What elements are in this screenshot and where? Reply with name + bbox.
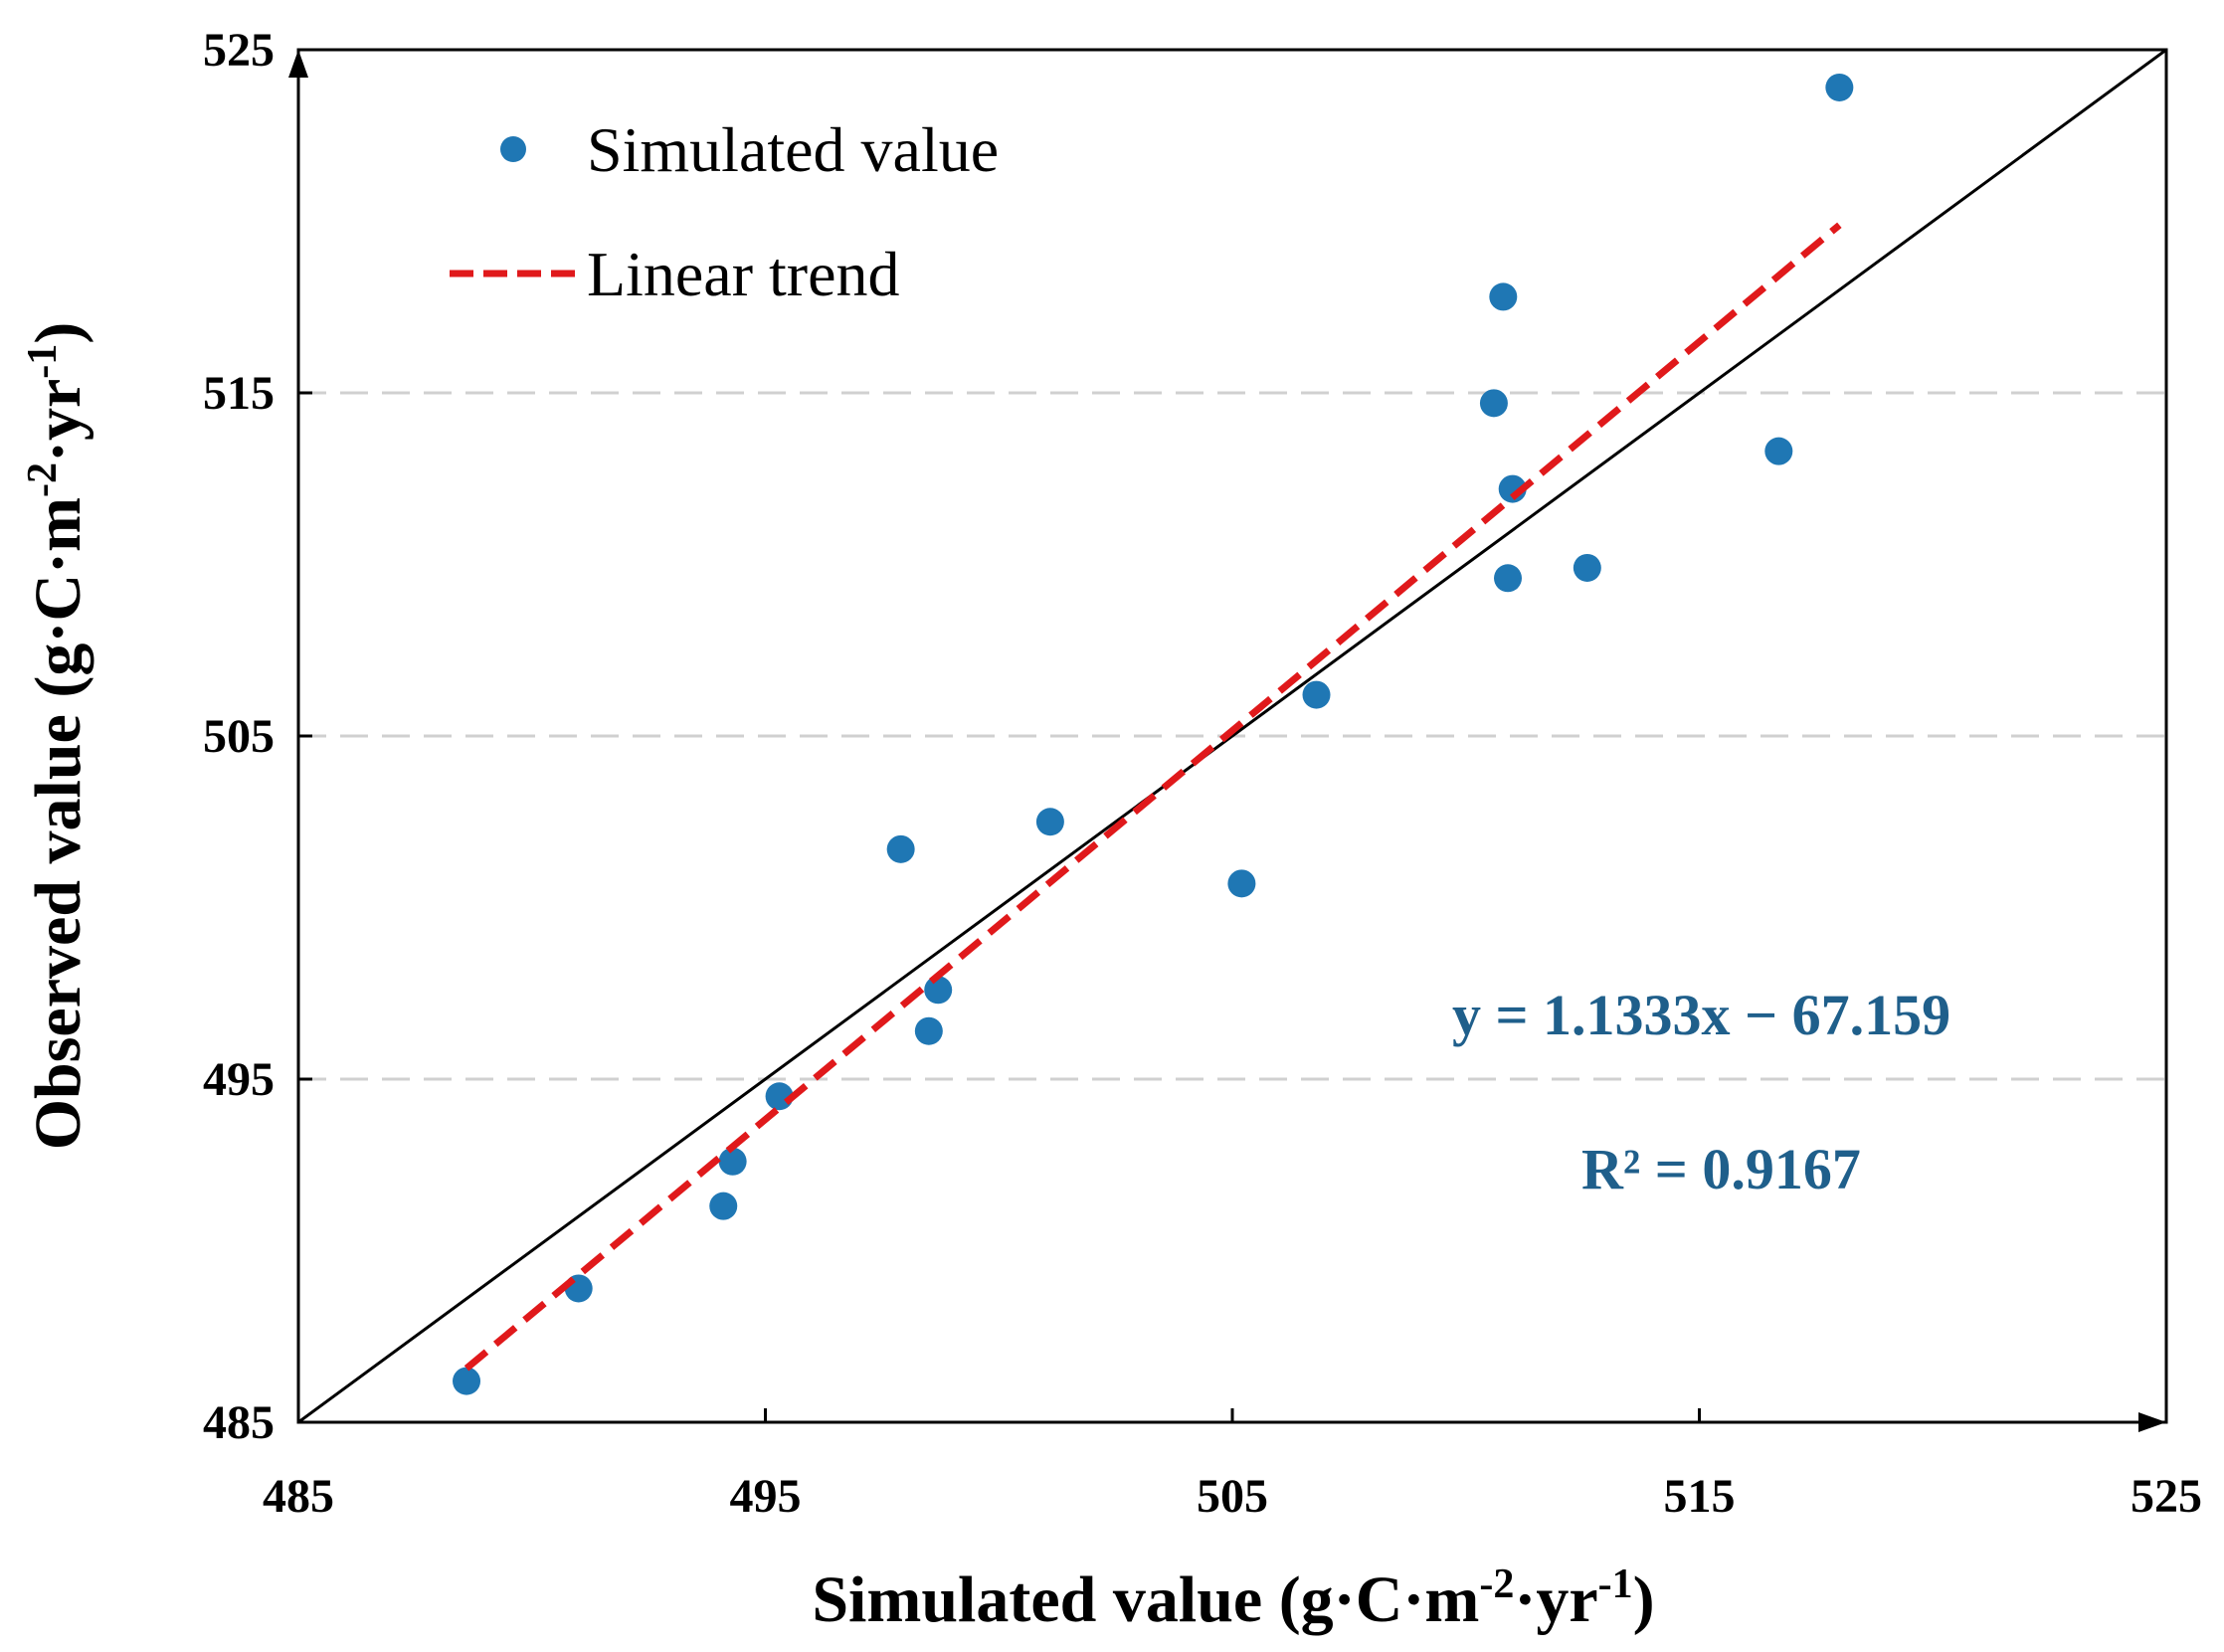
x-tick-label-495: 495 (730, 1470, 802, 1523)
data-point-15 (1573, 553, 1601, 582)
x-tick-label-525: 525 (2131, 1470, 2202, 1523)
tick-labels: 485 495 505 515 525 485 495 505 515 525 (203, 24, 2202, 1523)
legend: Simulated value Linear trend (450, 114, 999, 309)
y-tick-label-525: 525 (203, 24, 275, 77)
data-point-11 (1479, 389, 1508, 418)
data-point-12 (1489, 282, 1518, 311)
data-point-13 (1494, 564, 1523, 593)
data-point-0 (453, 1367, 481, 1395)
lines-layer (298, 50, 2166, 1422)
data-point-16 (1764, 437, 1793, 465)
legend-marker-simulated (500, 136, 526, 162)
data-point-10 (1302, 680, 1331, 709)
y-axis-title: Observed value (g·C·m-2·yr-1) (20, 322, 94, 1151)
one-to-one-line (298, 50, 2166, 1422)
data-point-2 (709, 1192, 738, 1220)
r-squared-label: R² = 0.9167 (1581, 1137, 1861, 1201)
x-axis-arrow-icon (2138, 1412, 2166, 1432)
data-point-4 (765, 1082, 794, 1111)
data-point-9 (1227, 869, 1256, 898)
x-tick-label-505: 505 (1197, 1470, 1268, 1523)
data-point-3 (718, 1147, 747, 1176)
x-tick-label-485: 485 (263, 1470, 334, 1523)
regression-equation: y = 1.1333x − 67.159 (1452, 983, 1950, 1047)
x-tick-label-515: 515 (1664, 1470, 1736, 1523)
points-layer (453, 73, 1854, 1395)
legend-label-trend: Linear trend (587, 239, 900, 309)
y-axis-arrow-icon (288, 50, 308, 78)
data-point-8 (1035, 808, 1064, 836)
data-point-7 (924, 976, 953, 1005)
y-tick-label-485: 485 (203, 1396, 275, 1449)
data-point-6 (914, 1016, 943, 1045)
y-tick-label-515: 515 (203, 367, 275, 420)
data-point-5 (886, 834, 915, 863)
y-tick-label-505: 505 (203, 710, 275, 763)
legend-label-simulated: Simulated value (587, 114, 999, 185)
x-axis-title: Simulated value (g·C·m-2·yr-1) (812, 1561, 1654, 1636)
data-point-17 (1825, 73, 1854, 101)
y-tick-label-495: 495 (203, 1053, 275, 1106)
linear-trend-line (463, 222, 1842, 1372)
